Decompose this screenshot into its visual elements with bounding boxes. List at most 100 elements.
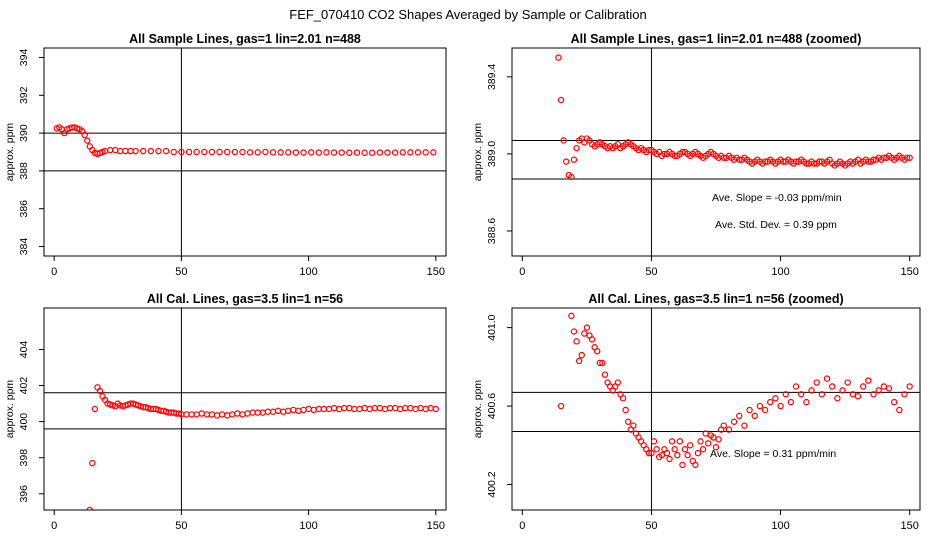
x-tick-label: 50	[645, 520, 657, 532]
data-point	[710, 434, 717, 441]
data-point	[792, 383, 800, 390]
data-point	[705, 440, 712, 447]
data-point	[391, 149, 399, 156]
data-point	[89, 459, 96, 467]
data-point	[407, 149, 414, 156]
x-tick-label: 0	[51, 266, 57, 278]
data-point	[338, 149, 345, 156]
data-point	[573, 338, 580, 345]
y-axis-label: approx. ppm	[4, 123, 16, 182]
data-point	[834, 395, 841, 402]
x-tick-label: 100	[299, 520, 317, 532]
data-point	[829, 383, 836, 390]
data-point	[323, 149, 330, 156]
data-point	[330, 149, 338, 156]
data-point	[170, 148, 177, 156]
data-point	[859, 383, 867, 390]
x-tick-label: 100	[771, 520, 789, 532]
data-point	[573, 144, 580, 152]
data-point	[132, 147, 139, 155]
y-tick-label: 400	[18, 413, 30, 431]
data-point	[674, 451, 681, 459]
data-point	[570, 156, 578, 163]
chart-panel-3: All Cal. Lines, gas=3.5 lin=1 n=56 0 50 100…	[4, 292, 447, 532]
x-tick-label: 150	[900, 266, 918, 278]
x-tick-label: 50	[175, 266, 187, 278]
data-point	[583, 324, 591, 331]
data-point	[890, 398, 898, 406]
x-tick-label: 50	[645, 266, 657, 278]
data-point	[269, 149, 277, 156]
data-point	[570, 328, 578, 335]
data-point	[96, 387, 104, 395]
x-tick-label: 150	[427, 266, 445, 278]
data-point	[300, 149, 307, 156]
data-point	[555, 54, 562, 61]
data-point	[803, 398, 810, 406]
data-point	[798, 391, 805, 398]
data-point	[679, 461, 686, 469]
data-point	[746, 406, 753, 414]
data-point	[865, 377, 872, 384]
data-point	[792, 158, 800, 165]
data-point	[666, 455, 673, 463]
data-point	[720, 422, 727, 429]
y-tick-label: 402	[18, 377, 30, 395]
data-point	[630, 422, 637, 429]
y-tick-label: 401.0	[486, 314, 498, 340]
data-point	[346, 149, 353, 156]
chart-annotation: Ave. Slope = -0.03 ppm/min	[712, 192, 842, 204]
data-point	[563, 158, 570, 165]
data-point	[694, 449, 702, 457]
data-point	[823, 375, 831, 382]
data-point	[315, 149, 322, 156]
data-point	[777, 402, 784, 410]
x-tick-label: 50	[175, 520, 187, 532]
x-tick-label: 0	[51, 520, 57, 532]
data-points	[557, 312, 913, 469]
data-point	[671, 446, 678, 453]
data-point	[787, 398, 795, 406]
data-point	[761, 158, 769, 165]
plot-frame	[43, 307, 447, 511]
data-point	[653, 446, 660, 453]
chart-title: All Sample Lines, gas=1 lin=2.01 n=488 (…	[571, 32, 862, 46]
data-point	[676, 438, 684, 445]
data-point	[751, 412, 758, 420]
y-axis-label: approx. ppm	[472, 380, 484, 439]
data-point	[432, 405, 440, 413]
y-tick-label: 392	[18, 86, 30, 104]
chart-annotation: Ave. Std. Dev. = 0.39 ppm	[715, 219, 837, 231]
data-point	[178, 148, 185, 156]
data-point	[162, 147, 170, 155]
data-point	[557, 96, 565, 104]
y-tick-label: 396	[18, 485, 30, 503]
data-point	[594, 347, 601, 355]
chart-panel-2: All Sample Lines, gas=1 lin=2.01 n=488 (…	[472, 32, 921, 278]
data-point	[699, 446, 707, 453]
data-point	[906, 383, 913, 390]
data-point	[596, 359, 603, 367]
x-tick-label: 150	[900, 520, 918, 532]
data-point	[684, 451, 691, 459]
data-point	[679, 148, 686, 156]
data-point	[422, 149, 429, 156]
data-point	[865, 158, 872, 165]
data-point	[568, 312, 575, 320]
data-point	[885, 385, 893, 392]
y-tick-label: 389.4	[486, 64, 498, 90]
x-tick-label: 150	[427, 520, 445, 532]
data-point	[712, 444, 720, 451]
data-point	[185, 148, 193, 156]
data-point	[625, 418, 632, 425]
data-point	[875, 387, 882, 394]
data-point	[720, 154, 727, 161]
data-point	[140, 147, 147, 155]
plot-frame	[43, 47, 447, 257]
data-point	[854, 393, 862, 400]
data-point	[818, 391, 826, 398]
data-point	[648, 449, 655, 457]
data-point	[870, 391, 877, 398]
data-point	[844, 379, 851, 386]
